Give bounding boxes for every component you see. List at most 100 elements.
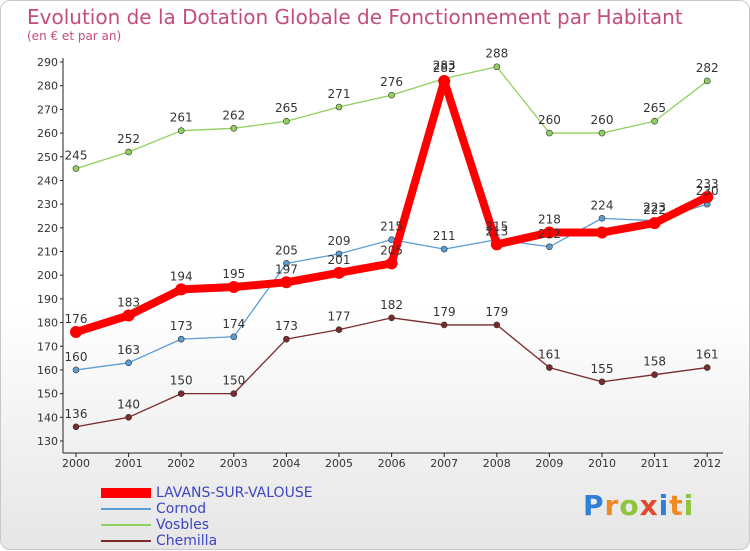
chart-subtitle: (en € et par an) <box>27 29 122 43</box>
data-label: 197 <box>275 262 298 276</box>
data-label: 252 <box>117 132 140 146</box>
data-label: 158 <box>643 355 666 369</box>
data-label: 261 <box>170 111 193 125</box>
legend-label: Chemilla <box>156 533 218 549</box>
x-tick-label: 2004 <box>272 457 300 470</box>
data-label: 194 <box>170 269 193 283</box>
data-label: 182 <box>380 298 403 312</box>
logo-letter: t <box>669 489 684 522</box>
x-tick-label: 2012 <box>693 457 721 470</box>
data-label: 155 <box>591 362 614 376</box>
y-tick-label: 250 <box>37 151 58 164</box>
data-label: 218 <box>538 213 561 227</box>
data-point <box>598 378 606 386</box>
data-label: 215 <box>485 220 508 234</box>
y-tick-label: 270 <box>37 103 58 116</box>
proxiti-logo: Proxiti <box>583 489 694 522</box>
data-label: 205 <box>380 243 403 257</box>
y-tick-label: 280 <box>37 80 58 93</box>
data-point <box>546 364 553 371</box>
data-point <box>493 321 501 329</box>
x-tick-label: 2000 <box>62 457 90 470</box>
data-point <box>335 250 343 258</box>
x-tick-label: 2003 <box>220 457 248 470</box>
data-label: 245 <box>65 149 88 163</box>
y-tick-label: 220 <box>37 222 58 235</box>
y-tick-label: 180 <box>37 317 58 330</box>
data-point <box>125 148 132 156</box>
data-point <box>546 243 553 251</box>
data-label: 174 <box>222 317 245 331</box>
data-label: 265 <box>275 101 298 115</box>
y-tick-label: 160 <box>37 364 58 377</box>
data-label: 283 <box>433 59 456 73</box>
x-tick-label: 2011 <box>641 457 669 470</box>
data-point <box>283 335 290 343</box>
data-point <box>703 77 711 85</box>
y-tick-label: 290 <box>37 56 58 69</box>
data-label: 173 <box>275 319 298 333</box>
data-label: 265 <box>643 101 666 115</box>
data-label: 160 <box>65 350 88 364</box>
legend-label: Cornod <box>156 501 207 517</box>
data-point <box>651 117 658 125</box>
data-label: 260 <box>538 113 561 127</box>
data-label: 211 <box>433 229 456 243</box>
legend-swatch <box>101 488 151 498</box>
data-point <box>596 226 608 239</box>
logo-letter: P <box>583 489 605 522</box>
y-tick-label: 170 <box>37 340 58 353</box>
data-label: 215 <box>380 220 403 234</box>
data-point <box>125 414 132 421</box>
x-tick-label: 2010 <box>588 457 616 470</box>
data-label: 224 <box>591 198 614 212</box>
logo-letter: r <box>604 489 620 522</box>
data-label: 212 <box>538 227 561 241</box>
y-tick-label: 240 <box>37 174 58 187</box>
data-point <box>72 165 80 172</box>
data-point <box>177 390 185 397</box>
data-point <box>335 326 343 333</box>
x-tick-label: 2006 <box>378 457 406 470</box>
data-point <box>227 281 240 294</box>
data-label: 150 <box>222 374 245 388</box>
data-point <box>388 314 395 322</box>
x-tick-label: 2008 <box>483 457 511 470</box>
data-label: 223 <box>643 201 666 215</box>
y-tick-label: 230 <box>37 198 58 211</box>
data-label: 179 <box>485 305 508 319</box>
legend-label: LAVANS-SUR-VALOUSE <box>156 485 313 501</box>
data-point <box>388 91 395 99</box>
data-point <box>543 226 556 239</box>
data-label: 271 <box>328 87 351 101</box>
data-point <box>598 215 606 222</box>
data-point <box>177 127 185 134</box>
data-label: 176 <box>65 312 88 326</box>
data-point <box>72 366 80 374</box>
x-tick-label: 2001 <box>115 457 143 470</box>
data-point <box>546 129 553 137</box>
data-point <box>175 283 188 296</box>
y-tick-label: 200 <box>37 269 58 282</box>
legend-swatch <box>101 508 151 510</box>
data-label: 173 <box>170 319 193 333</box>
data-label: 282 <box>433 61 456 75</box>
data-label: 136 <box>65 407 88 421</box>
data-point <box>701 191 714 204</box>
data-point <box>438 74 451 87</box>
data-point <box>177 335 185 343</box>
logo-letter: o <box>619 489 640 522</box>
data-point <box>648 217 661 230</box>
x-tick-label: 2009 <box>535 457 563 470</box>
y-tick-label: 260 <box>37 127 58 140</box>
data-label: 288 <box>485 47 508 61</box>
data-label: 233 <box>696 177 719 191</box>
legend-label: Vosbles <box>156 517 210 533</box>
legend-swatch <box>101 524 151 526</box>
data-point <box>651 371 658 378</box>
data-point <box>230 333 238 341</box>
data-point <box>230 125 238 132</box>
logo-letter: x <box>639 489 659 522</box>
data-point <box>335 103 343 111</box>
